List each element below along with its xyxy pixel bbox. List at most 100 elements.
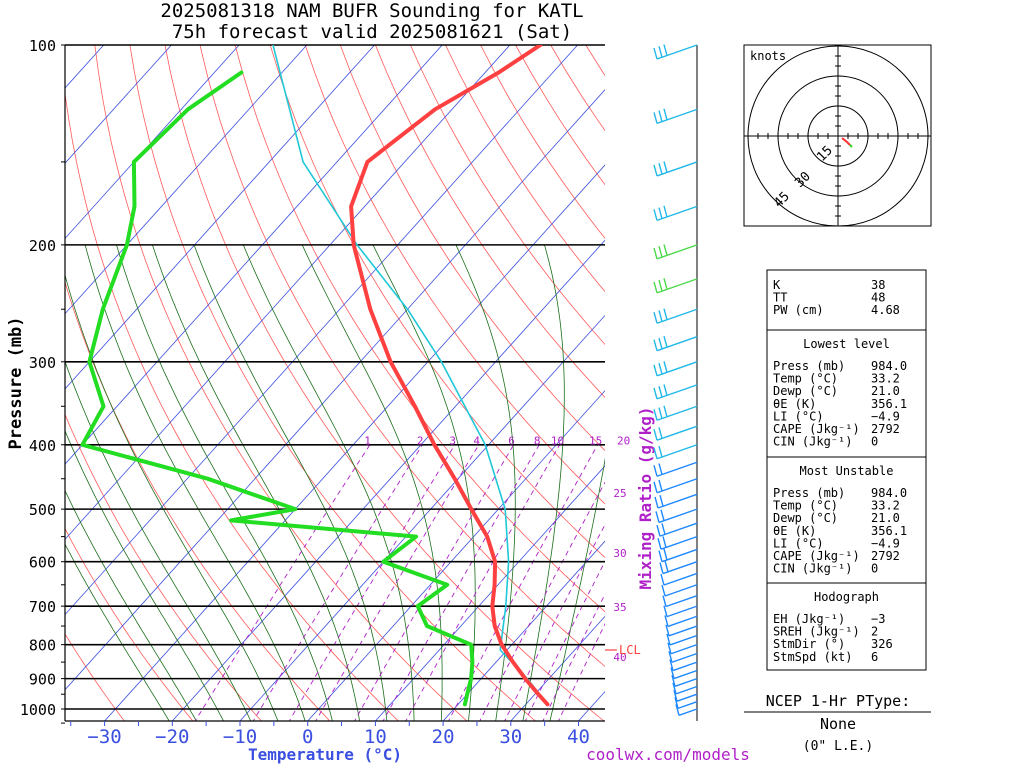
temperature-tick-label: 40 — [567, 726, 590, 748]
stat-value: 356.1 — [871, 397, 907, 411]
wind-barb-flag — [658, 385, 663, 398]
stat-value: 356.1 — [871, 524, 907, 538]
stat-value: −4.9 — [871, 409, 900, 423]
wind-barb-flag — [666, 633, 671, 646]
wind-barb-staff — [656, 336, 698, 352]
moist-adiabat — [84, 244, 306, 721]
wind-barb-flag — [653, 112, 658, 124]
hodograph-units: knots — [750, 49, 786, 63]
mixing-ratio-labels: 1 2 3 4 6 8 10 15 20 25 30 35 40 — [364, 434, 630, 664]
wind-barb-staff — [674, 677, 698, 687]
isotherm — [65, 89, 605, 691]
wind-barb-flag — [663, 161, 668, 173]
wind-barb-staff — [667, 615, 698, 628]
dry-adiabat — [65, 527, 194, 721]
wind-barb-staff — [660, 535, 698, 550]
wind-barb-flag — [663, 278, 668, 290]
stat-value: 0 — [871, 562, 878, 576]
dry-adiabat — [94, 45, 468, 721]
wind-barb-staff — [656, 44, 698, 60]
wind-barb — [665, 624, 698, 637]
isotherm — [171, 239, 605, 721]
wind-barb-flag — [663, 361, 668, 373]
pressure-axis-labels: 100 200 300 400 500 600 700 800 900 1000 — [20, 37, 56, 719]
wind-barb — [653, 44, 698, 60]
temperature-tick-label: 0 — [302, 726, 313, 748]
isotherm — [65, 45, 308, 315]
wind-barb — [674, 697, 698, 710]
wind-barb-flag — [653, 387, 658, 400]
wind-barb-flag — [663, 405, 668, 417]
dry-adiabat — [164, 45, 605, 721]
stats-heading: Most Unstable — [800, 464, 894, 478]
wind-barb-staff — [656, 461, 698, 477]
wind-barb — [653, 205, 698, 222]
series-line-parcel — [272, 45, 549, 706]
dry-adiabat — [65, 413, 262, 721]
wind-barb — [668, 651, 698, 663]
mixing-ratio-line — [194, 444, 371, 721]
wind-barb-flag — [663, 308, 668, 320]
wind-barb — [661, 584, 698, 597]
wind-barb-flag — [661, 523, 666, 535]
stat-label: CIN (Jkg⁻¹) — [773, 562, 852, 576]
wind-barb-staff — [664, 584, 698, 597]
pressure-tick-label: 100 — [29, 37, 56, 55]
dry-adiabat — [234, 45, 605, 613]
stat-label: EH (Jkg⁻¹) — [773, 612, 845, 626]
lcl-marker: LCL — [605, 643, 641, 657]
wind-barb — [656, 522, 698, 537]
wind-barb-flag — [664, 560, 669, 573]
wind-barb-flag — [672, 682, 677, 695]
dry-adiabat — [339, 45, 605, 452]
wind-barb-flag — [658, 550, 663, 562]
stat-value: 21.0 — [871, 384, 900, 398]
mixing-ratio-label: 35 — [613, 601, 626, 614]
mixing-ratio-line — [315, 444, 480, 721]
stat-label: θE (K) — [773, 397, 816, 411]
stat-label: StmSpd (kt) — [773, 650, 852, 664]
temperature-axis-labels: −30 −20 −10 0 10 20 30 40 — [87, 726, 590, 748]
mixing-ratio-line — [405, 444, 560, 721]
isotherm — [65, 45, 511, 540]
pressure-tick-label: 900 — [29, 671, 56, 689]
wind-barb-flag — [663, 548, 668, 561]
wind-barb-flag — [659, 562, 664, 574]
wind-barb-flag — [658, 310, 663, 322]
stat-label: Press (mb) — [773, 359, 845, 373]
stat-label: StmDir (°) — [773, 637, 845, 651]
wind-barb-flag — [667, 642, 672, 654]
title-line1: 2025081318 NAM BUFR Sounding for KATL — [160, 0, 583, 22]
dry-adiabat — [65, 633, 125, 721]
wind-barb — [675, 704, 698, 716]
wind-barb — [658, 548, 698, 563]
stat-value: 33.2 — [871, 499, 900, 513]
wind-barb-flag — [653, 465, 658, 477]
wind-barb — [653, 405, 698, 421]
wind-barb — [655, 508, 698, 524]
wind-barb-flag — [653, 247, 658, 260]
ptype-note: (0" L.E.) — [803, 739, 873, 754]
stat-label: PW (cm) — [773, 303, 824, 317]
mixing-ratio-label: 25 — [613, 487, 626, 500]
wind-barb-staff — [656, 384, 698, 400]
wind-barb-flag — [675, 704, 680, 716]
wind-barb-flag — [671, 675, 676, 687]
stat-label: Temp (°C) — [773, 372, 838, 386]
stat-label: Temp (°C) — [773, 499, 838, 513]
wind-barb-flag — [674, 697, 679, 709]
wind-barb-flag — [658, 207, 663, 219]
wind-barb-flag — [660, 509, 665, 521]
stat-value: 6 — [871, 650, 878, 664]
wind-barb-staff — [665, 594, 698, 608]
wind-barb-flag — [663, 244, 668, 256]
stat-value: 2792 — [871, 422, 900, 436]
stat-label: Dewp (°C) — [773, 384, 838, 398]
stat-value: −3 — [871, 612, 885, 626]
wind-barb-flag — [658, 337, 663, 350]
wind-barb-flag — [663, 108, 668, 121]
wind-barb-flag — [664, 615, 669, 627]
pressure-tick-label: 1000 — [20, 701, 56, 719]
stat-label: TT — [773, 291, 787, 305]
wind-barb-staff — [670, 643, 698, 655]
